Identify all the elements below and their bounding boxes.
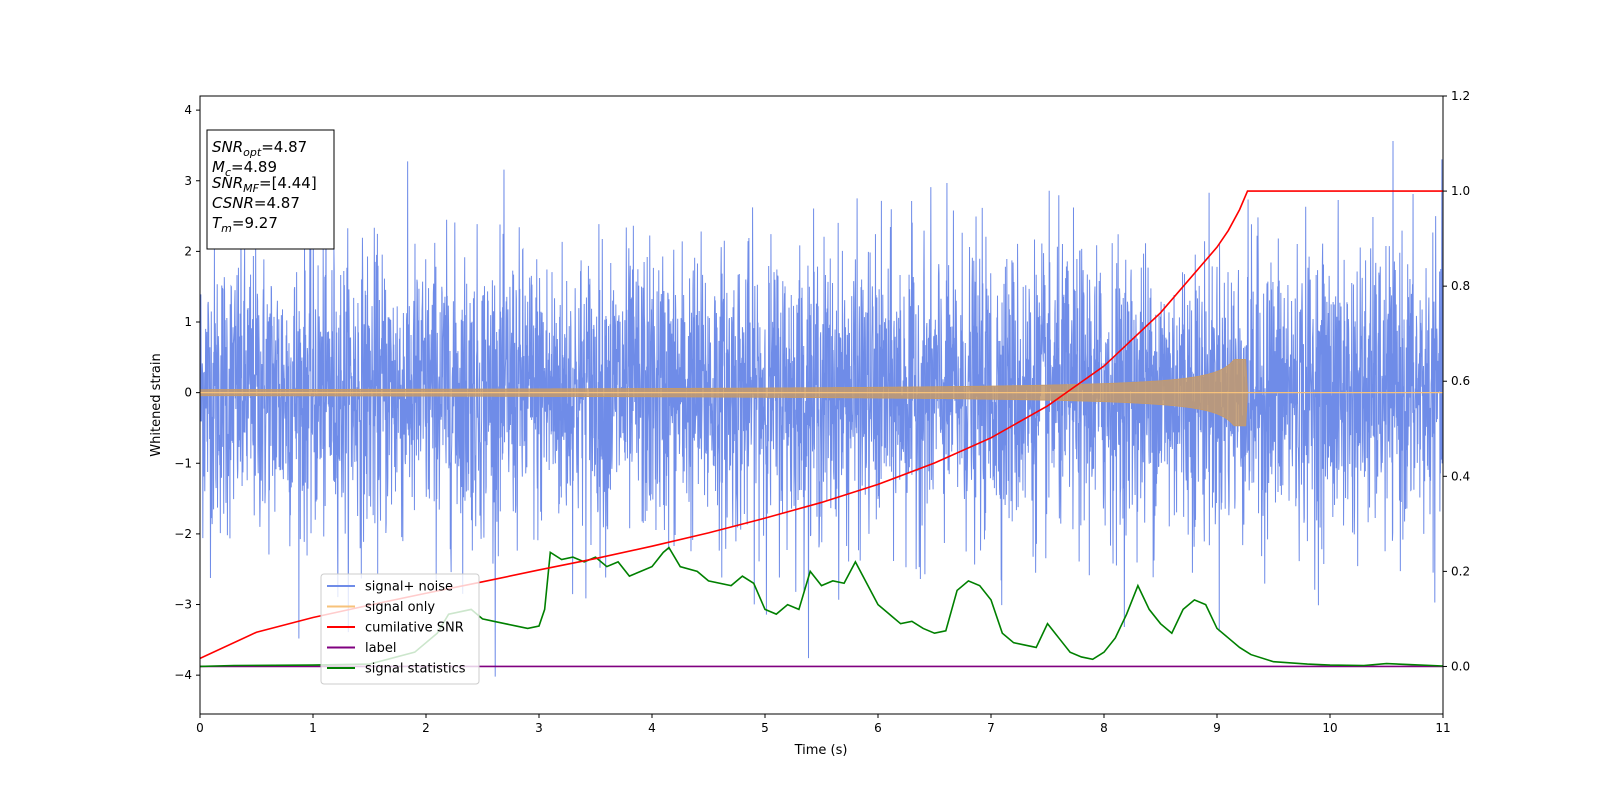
y-right-tick-label: 0.2 bbox=[1451, 564, 1470, 578]
info-line: SNRopt=4.87 bbox=[212, 138, 307, 159]
info-line: Mc=4.89 bbox=[212, 158, 277, 179]
x-tick-label: 3 bbox=[535, 721, 543, 735]
info-box-frame bbox=[206, 129, 335, 250]
y-right-tick-label: 0.8 bbox=[1451, 279, 1470, 293]
x-axis: 0 1 2 3 4 5 6 7 8 9 10 11 bbox=[196, 714, 1451, 735]
y-tick-label: −1 bbox=[174, 456, 192, 470]
x-tick-label: 2 bbox=[422, 721, 430, 735]
x-tick-label: 5 bbox=[761, 721, 769, 735]
y-axis-left: 4 3 2 1 0 −1 −2 −3 −4 bbox=[174, 103, 200, 682]
x-tick-label: 1 bbox=[309, 721, 317, 735]
y-right-tick-label: 0.4 bbox=[1451, 469, 1470, 483]
x-tick-label: 7 bbox=[987, 721, 995, 735]
legend-label: label bbox=[365, 641, 396, 656]
signal-statistics-line bbox=[200, 546, 1443, 668]
legend-label: signal+ noise bbox=[365, 580, 453, 595]
legend: signal+ noise signal only cumilative SNR la… bbox=[320, 573, 480, 685]
y-tick-label: −3 bbox=[174, 598, 192, 612]
info-line: SNRMF=[4.44] bbox=[212, 174, 317, 195]
x-tick-label: 6 bbox=[874, 721, 882, 735]
y-tick-label: −4 bbox=[174, 668, 192, 682]
y-axis-right: 1.2 1.0 0.8 0.6 0.4 0.2 0.0 bbox=[1443, 89, 1470, 673]
y-tick-label: 1 bbox=[184, 315, 192, 329]
y-tick-label: 2 bbox=[184, 244, 192, 258]
x-tick-label: 8 bbox=[1100, 721, 1108, 735]
y-right-tick-label: 0.0 bbox=[1451, 659, 1470, 673]
y-tick-label: 3 bbox=[184, 174, 192, 188]
x-tick-label: 10 bbox=[1322, 721, 1337, 735]
legend-label: signal only bbox=[365, 600, 435, 615]
y-axis-label: Whitened strain bbox=[149, 353, 164, 456]
y-right-tick-label: 1.2 bbox=[1451, 89, 1470, 103]
y-right-tick-label: 1.0 bbox=[1451, 184, 1470, 198]
legend-label: cumilative SNR bbox=[365, 621, 464, 636]
legend-label: signal statistics bbox=[365, 662, 466, 677]
info-line: Tm=9.27 bbox=[212, 214, 278, 235]
signal-only-series bbox=[200, 359, 1443, 427]
y-tick-label: 0 bbox=[184, 386, 192, 400]
info-line: CSNR=4.87 bbox=[212, 194, 300, 212]
x-axis-label: Time (s) bbox=[794, 743, 848, 758]
x-tick-label: 9 bbox=[1213, 721, 1221, 735]
legend-frame bbox=[320, 573, 480, 685]
y-tick-label: 4 bbox=[184, 103, 192, 117]
x-tick-label: 0 bbox=[196, 721, 204, 735]
y-right-tick-label: 0.6 bbox=[1451, 374, 1470, 388]
x-tick-label: 11 bbox=[1435, 721, 1450, 735]
plot-frame bbox=[199, 95, 1444, 715]
y-tick-label: −2 bbox=[174, 527, 192, 541]
x-tick-label: 4 bbox=[648, 721, 656, 735]
